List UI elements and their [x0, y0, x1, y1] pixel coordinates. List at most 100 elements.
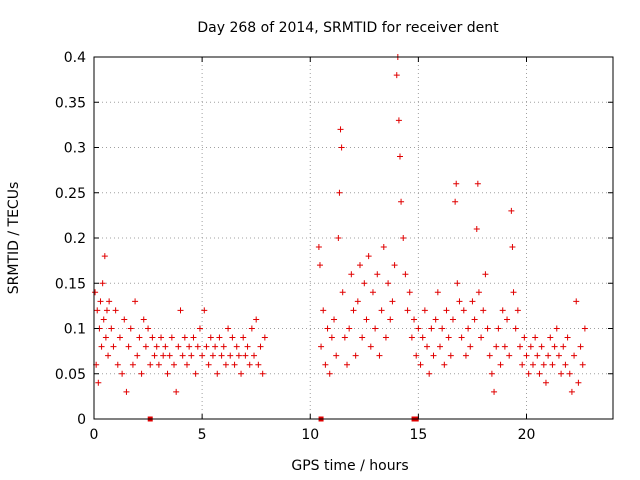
data-point [147, 361, 154, 368]
data-point [417, 361, 424, 368]
y-tick-label: 0.15 [55, 276, 86, 292]
data-point [222, 361, 229, 368]
data-point [400, 235, 407, 241]
data-point [326, 370, 333, 377]
y-tick-label: 0.35 [55, 95, 86, 111]
data-point [114, 361, 121, 368]
data-point [389, 298, 396, 305]
data-point [129, 361, 136, 368]
data-point [521, 334, 528, 341]
data-point [538, 343, 545, 350]
data-point [110, 343, 117, 350]
data-point [558, 370, 565, 377]
data-point [336, 189, 343, 196]
data-point [575, 379, 582, 386]
data-point [242, 352, 249, 359]
data-point [337, 126, 344, 133]
data-point [354, 298, 361, 305]
data-point [181, 334, 188, 341]
data-point [108, 325, 115, 332]
data-point [333, 352, 340, 359]
data-point [378, 307, 385, 314]
data-point [316, 262, 323, 269]
data-point [467, 343, 474, 350]
x-axis-ticks: 0 5 10 15 20 [90, 57, 535, 443]
data-point [579, 361, 586, 368]
data-point [248, 325, 255, 332]
data-point [259, 370, 266, 377]
data-point [441, 361, 448, 368]
data-point [380, 244, 387, 251]
data-point [164, 370, 171, 377]
data-point [132, 298, 139, 305]
data-point [205, 361, 212, 368]
data-point [523, 352, 530, 359]
data-point [361, 280, 368, 287]
data-point [188, 352, 195, 359]
data-point [581, 325, 588, 332]
data-point [465, 325, 472, 332]
data-point [168, 334, 175, 341]
data-point [158, 334, 165, 341]
data-point [547, 334, 554, 341]
data-point [151, 352, 158, 359]
data-point [171, 361, 178, 368]
data-point [404, 307, 411, 314]
data-point [426, 370, 433, 377]
data-point [395, 117, 402, 124]
data-point [134, 352, 141, 359]
data-point [564, 334, 571, 341]
data-point [121, 316, 128, 323]
data-point [160, 352, 167, 359]
data-point [246, 361, 253, 368]
data-point [471, 316, 478, 323]
data-point [201, 307, 208, 314]
data-point [449, 316, 456, 323]
data-point [183, 361, 190, 368]
data-point [402, 271, 409, 278]
data-point [458, 334, 465, 341]
data-point [359, 334, 366, 341]
data-point [424, 343, 431, 350]
data-point [363, 316, 370, 323]
data-point [525, 370, 532, 377]
data-point [549, 361, 556, 368]
data-point [374, 271, 381, 278]
data-point [527, 343, 534, 350]
data-point [508, 207, 515, 214]
y-tick-label: 0.4 [64, 50, 86, 66]
data-point [179, 352, 186, 359]
data-point [432, 316, 439, 323]
data-point [540, 361, 547, 368]
data-point [99, 280, 106, 287]
data-point [218, 352, 225, 359]
data-point [419, 334, 426, 341]
data-point [175, 343, 182, 350]
x-tick-label: 0 [90, 427, 99, 443]
data-point [125, 343, 132, 350]
data-point [95, 379, 102, 386]
data-point [474, 180, 481, 187]
data-point [190, 334, 197, 341]
x-tick-label: 10 [301, 427, 319, 443]
data-point [344, 361, 351, 368]
data-point [350, 307, 357, 314]
data-point [443, 307, 450, 314]
data-point [551, 343, 558, 350]
data-point [439, 325, 446, 332]
data-point [101, 253, 108, 260]
data-point [100, 316, 107, 323]
data-point [469, 298, 476, 305]
data-point [149, 334, 156, 341]
data-point [341, 334, 348, 341]
y-tick-label: 0.1 [64, 322, 86, 338]
y-axis-ticks: 0 0.05 0.1 0.15 0.2 0.25 0.3 0.35 0.4 [55, 50, 613, 428]
data-point [155, 361, 162, 368]
data-point [212, 343, 219, 350]
data-point [398, 198, 405, 205]
data-point [391, 262, 398, 269]
data-point [445, 334, 452, 341]
data-point [367, 343, 374, 350]
data-point [421, 307, 428, 314]
data-point [560, 343, 567, 350]
